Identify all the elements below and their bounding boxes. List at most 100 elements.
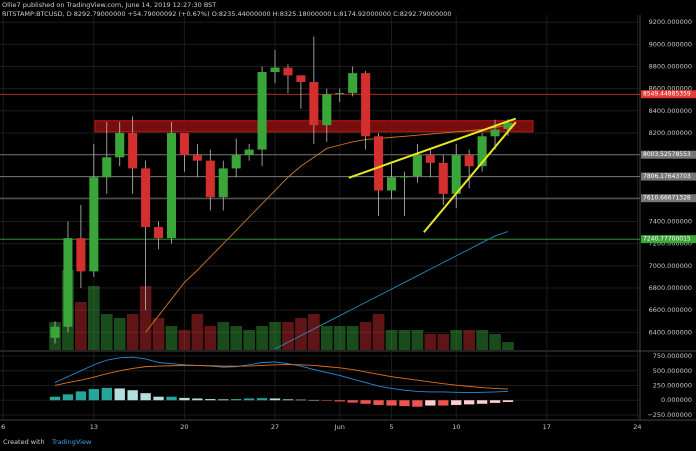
macd-tick-label: 0.000000 bbox=[661, 396, 692, 404]
price-level-label: 8003.52578553 bbox=[643, 151, 691, 158]
axes: 6 13 20 27 Jun 5 10 17 24 6400.000000 6600.000000 6… bbox=[1, 18, 696, 431]
macd-histogram-bar bbox=[179, 397, 190, 401]
volume-bar bbox=[295, 318, 307, 350]
candle-body bbox=[374, 136, 384, 191]
candle-body bbox=[386, 177, 397, 191]
volume-bar bbox=[411, 330, 424, 350]
candle-body bbox=[490, 129, 500, 137]
trendline bbox=[423, 121, 517, 233]
volume-bar bbox=[489, 334, 501, 350]
macd-histogram-bar bbox=[347, 400, 358, 403]
main-pane bbox=[0, 15, 640, 350]
candle-body bbox=[412, 155, 422, 177]
macd-histogram-bar bbox=[231, 399, 242, 401]
macd-histogram-bar bbox=[192, 398, 203, 401]
volume-bar bbox=[385, 330, 398, 350]
candle-body bbox=[89, 177, 99, 272]
macd-histogram-bar bbox=[308, 399, 320, 401]
volume-bar bbox=[139, 286, 152, 350]
macd-tick-label: 250.000000 bbox=[653, 381, 692, 389]
x-tick-label: 17 bbox=[543, 423, 551, 431]
footer-created: Created with bbox=[3, 438, 45, 446]
macd-histogram-bar bbox=[127, 390, 138, 401]
candle-body bbox=[76, 238, 86, 272]
candle-body bbox=[179, 132, 189, 156]
moving-average bbox=[274, 231, 509, 350]
volume-bar bbox=[269, 322, 281, 350]
y-tick-label: 7400.000000 bbox=[649, 218, 692, 226]
macd-line bbox=[54, 364, 509, 390]
macd-histogram-bar bbox=[166, 396, 177, 401]
volume-bar bbox=[308, 314, 320, 350]
candle-body bbox=[141, 168, 151, 228]
candle-body bbox=[464, 155, 474, 167]
macd-histogram-bar bbox=[334, 400, 345, 402]
candle-body bbox=[296, 75, 306, 82]
candle-body bbox=[231, 155, 241, 169]
price-level-box bbox=[641, 172, 696, 181]
macd-histogram-bar bbox=[140, 393, 151, 401]
y-tick-label: 9200.000000 bbox=[649, 18, 692, 26]
candle-body bbox=[205, 160, 215, 198]
y-tick-label: 7200.000000 bbox=[649, 240, 692, 248]
macd-histogram-bar bbox=[425, 400, 436, 406]
macd-histogram-bar bbox=[75, 391, 87, 401]
candle-body bbox=[63, 238, 73, 327]
footer-brand[interactable]: TradingView bbox=[51, 438, 92, 446]
volume-bar bbox=[372, 314, 385, 350]
volume-bar bbox=[282, 322, 294, 350]
candle-body bbox=[283, 67, 293, 76]
volume-bar bbox=[333, 326, 346, 350]
x-tick-label: 6 bbox=[1, 423, 5, 431]
macd-histogram-bar bbox=[205, 399, 216, 401]
macd-tick-label: 500.000000 bbox=[653, 367, 692, 375]
macd-histogram-bar bbox=[502, 400, 514, 403]
macd-histogram-bar bbox=[438, 400, 449, 406]
price-level-box bbox=[641, 150, 696, 159]
price-level-label: 7240.77700015 bbox=[643, 236, 691, 243]
candle-body bbox=[50, 326, 60, 338]
volume-bar bbox=[424, 334, 437, 350]
macd-histogram-bar bbox=[373, 400, 384, 405]
candle-body bbox=[166, 132, 177, 239]
candle-body bbox=[115, 132, 125, 158]
x-tick-label: 10 bbox=[452, 423, 460, 431]
x-tick-label: 5 bbox=[389, 423, 393, 431]
volume-bar bbox=[359, 322, 372, 350]
macd-histogram-bar bbox=[412, 400, 423, 407]
price-level-label: 7806.17643703 bbox=[643, 173, 691, 180]
x-tick-label: 20 bbox=[180, 423, 188, 431]
candle-body bbox=[128, 132, 138, 169]
volume-bar bbox=[320, 326, 333, 350]
macd-histogram-bar bbox=[49, 396, 61, 401]
volume-bar bbox=[398, 330, 411, 350]
candle-body bbox=[257, 72, 267, 150]
volume-bar bbox=[502, 342, 514, 350]
y-tick-label: 8600.000000 bbox=[649, 85, 692, 93]
volume-bar bbox=[217, 322, 230, 350]
price-level-label: 7610.66671328 bbox=[643, 195, 691, 202]
macd-histogram-bar bbox=[88, 389, 100, 401]
macd-histogram-bar bbox=[476, 400, 488, 404]
y-tick-label: 8400.000000 bbox=[649, 107, 692, 115]
volume-bar bbox=[243, 330, 255, 350]
macd-histogram-bar bbox=[399, 400, 410, 407]
macd-histogram-bar bbox=[114, 388, 125, 401]
volume-bar bbox=[75, 302, 87, 350]
macd-histogram-bar bbox=[463, 400, 475, 405]
candle-body bbox=[399, 176, 409, 178]
candle-body bbox=[270, 67, 280, 73]
volume-bar bbox=[437, 334, 450, 350]
symbol-line: BITSTAMP:BTCUSD, D 8292.79000000 +54.790… bbox=[2, 10, 451, 18]
macd-histogram-bar bbox=[243, 398, 255, 401]
candle-body bbox=[348, 73, 358, 94]
volume-bar bbox=[346, 326, 359, 350]
macd-tick-label: 750.000000 bbox=[653, 352, 692, 360]
macd-tick-label: −250.000000 bbox=[647, 411, 692, 419]
x-tick-label: 24 bbox=[633, 423, 641, 431]
price-level-box bbox=[641, 194, 696, 203]
candle-body bbox=[335, 93, 345, 95]
macd-pane bbox=[0, 352, 640, 420]
candle-body bbox=[477, 136, 487, 167]
